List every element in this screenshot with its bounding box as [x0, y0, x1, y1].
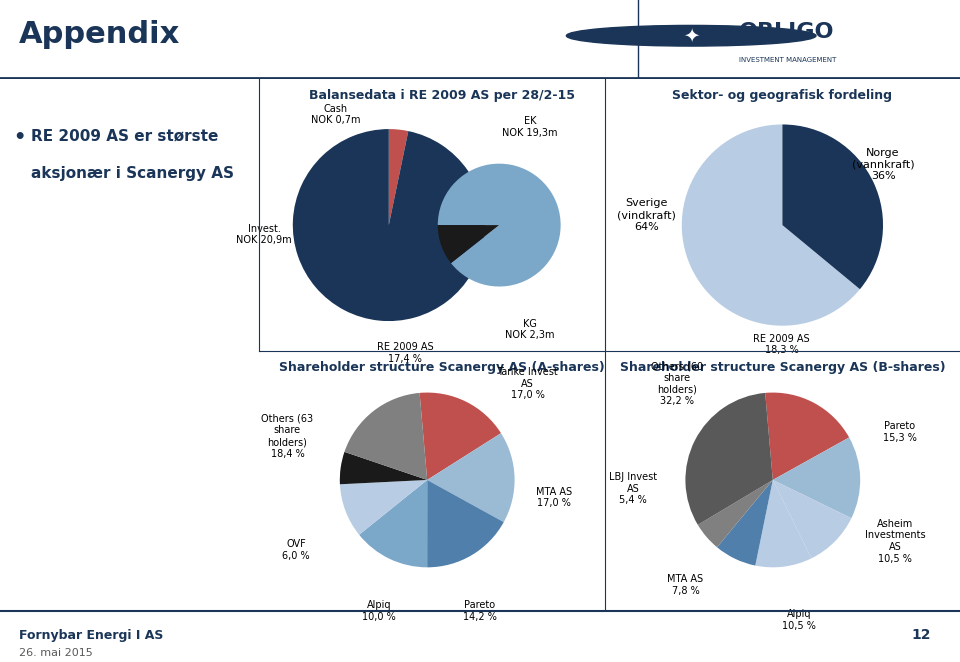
Wedge shape — [685, 393, 773, 525]
Text: Sektor- og geografisk fordeling: Sektor- og geografisk fordeling — [672, 89, 893, 103]
Wedge shape — [682, 124, 860, 326]
Text: Alpiq
10,5 %: Alpiq 10,5 % — [782, 609, 816, 631]
Text: RE 2009 AS
17,4 %: RE 2009 AS 17,4 % — [377, 342, 434, 364]
Wedge shape — [293, 129, 485, 321]
Wedge shape — [359, 480, 427, 567]
Text: Appendix: Appendix — [19, 20, 180, 49]
Bar — [653, 4, 950, 71]
Text: Norge
(vannkraft)
36%: Norge (vannkraft) 36% — [852, 148, 914, 181]
Text: Asheim
Investments
AS
10,5 %: Asheim Investments AS 10,5 % — [865, 519, 925, 563]
Text: MTA AS
17,0 %: MTA AS 17,0 % — [536, 487, 572, 508]
Wedge shape — [438, 164, 561, 287]
Text: Cash
NOK 0,7m: Cash NOK 0,7m — [311, 104, 361, 126]
Text: Shareholder structure Scanergy AS (B-shares): Shareholder structure Scanergy AS (B-sha… — [619, 361, 946, 374]
Text: OVF
6,0 %: OVF 6,0 % — [282, 539, 310, 561]
Text: Fornybar Energi I AS: Fornybar Energi I AS — [19, 629, 163, 641]
Text: Others (60
share
holders)
32,2 %: Others (60 share holders) 32,2 % — [651, 361, 703, 406]
Text: KG
NOK 2,3m: KG NOK 2,3m — [505, 318, 555, 340]
Wedge shape — [438, 225, 499, 263]
Text: OBLIGO: OBLIGO — [739, 22, 834, 42]
Text: RE 2009 AS er største: RE 2009 AS er største — [31, 128, 219, 143]
Wedge shape — [340, 480, 427, 535]
Text: Invest.
NOK 20,9m: Invest. NOK 20,9m — [236, 224, 292, 246]
Wedge shape — [427, 480, 504, 567]
Wedge shape — [756, 480, 811, 567]
Text: aksjonær i Scanergy AS: aksjonær i Scanergy AS — [31, 166, 234, 181]
Text: MTA AS
7,8 %: MTA AS 7,8 % — [667, 574, 704, 596]
Text: INVESTMENT MANAGEMENT: INVESTMENT MANAGEMENT — [739, 56, 836, 63]
Wedge shape — [427, 433, 515, 522]
Wedge shape — [345, 393, 427, 480]
Circle shape — [566, 25, 816, 46]
Wedge shape — [340, 452, 427, 485]
Text: Alpiq
10,0 %: Alpiq 10,0 % — [362, 600, 396, 622]
Text: Pareto
15,3 %: Pareto 15,3 % — [882, 421, 917, 443]
Wedge shape — [420, 393, 501, 480]
Wedge shape — [773, 438, 860, 518]
Text: LBJ Invest
AS
5,4 %: LBJ Invest AS 5,4 % — [609, 472, 657, 505]
Wedge shape — [782, 124, 883, 289]
Wedge shape — [698, 480, 773, 547]
Text: ✦: ✦ — [683, 26, 700, 45]
Text: 26. mai 2015: 26. mai 2015 — [19, 648, 93, 658]
Wedge shape — [717, 480, 773, 565]
Text: 12: 12 — [912, 628, 931, 642]
Text: •: • — [13, 128, 25, 148]
Text: EK
NOK 19,3m: EK NOK 19,3m — [502, 116, 558, 138]
Text: Balansedata i RE 2009 AS per 28/2-15: Balansedata i RE 2009 AS per 28/2-15 — [308, 89, 575, 103]
Text: Shareholder structure Scanergy AS (A-shares): Shareholder structure Scanergy AS (A-sha… — [278, 361, 605, 374]
Text: Pareto
14,2 %: Pareto 14,2 % — [463, 600, 496, 622]
Wedge shape — [773, 480, 852, 558]
Text: RE 2009 AS
18,3 %: RE 2009 AS 18,3 % — [754, 334, 810, 355]
Text: Sverige
(vindkraft)
64%: Sverige (vindkraft) 64% — [617, 199, 676, 232]
Text: Others (63
share
holders)
18,4 %: Others (63 share holders) 18,4 % — [261, 414, 314, 459]
Text: Tanke Invest
AS
17,0 %: Tanke Invest AS 17,0 % — [497, 367, 558, 401]
Wedge shape — [389, 129, 408, 225]
Wedge shape — [765, 393, 850, 480]
